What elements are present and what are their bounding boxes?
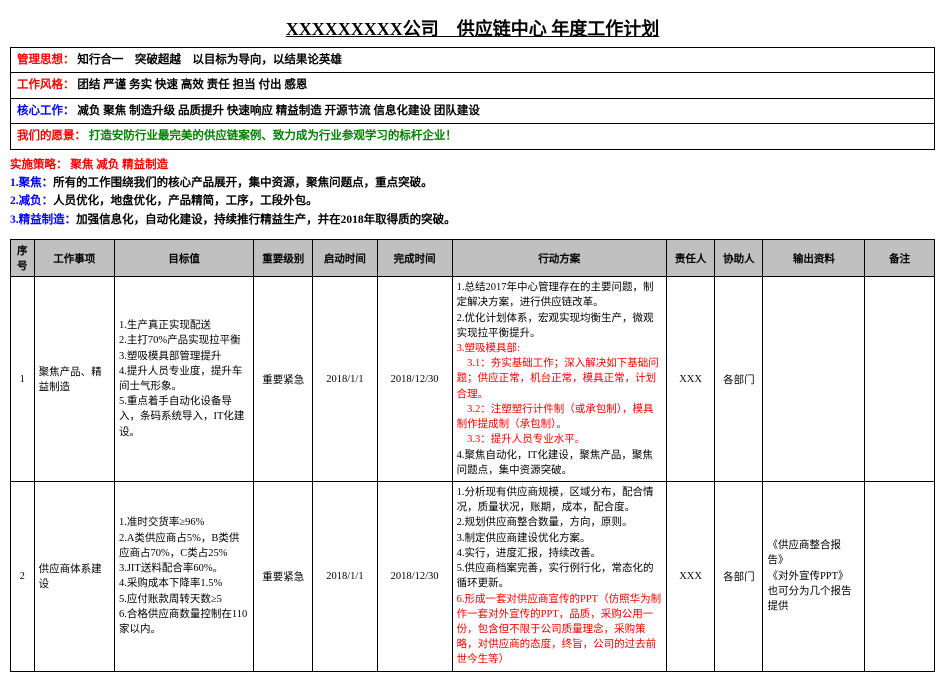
cell-end: 2018/12/30 — [377, 277, 452, 482]
cell-assist: 各部门 — [715, 277, 763, 482]
header-row-3: 核心工作： 减负 聚焦 制造升级 品质提升 快速响应 精益制造 开源节流 信息化… — [11, 99, 934, 124]
th-assist: 协助人 — [715, 240, 763, 277]
cell-plan: 1.总结2017年中心管理存在的主要问题，制定解决方案，进行供应链改革。2.优化… — [452, 277, 666, 482]
text-management: 知行合一 突破超越 以目标为导向，以结果论英雄 — [77, 54, 342, 66]
text-vision: 打造安防行业最完美的供应链案例、致力成为行业参观学习的标杆企业！ — [89, 130, 457, 142]
cell-note — [865, 481, 935, 671]
table-row: 1 聚焦产品、精益制造 1.生产真正实现配送2.主打70%产品实现拉平衡3.塑吸… — [11, 277, 935, 482]
text-core: 减负 聚焦 制造升级 品质提升 快速响应 精益制造 开源节流 信息化建设 团队建… — [77, 105, 480, 117]
cell-level: 重要紧急 — [254, 277, 313, 482]
th-start: 启动时间 — [313, 240, 377, 277]
table-row: 2 供应商体系建设 1.准时交货率≥96%2.A类供应商占5%，B类供应商占70… — [11, 481, 935, 671]
th-level: 重要级别 — [254, 240, 313, 277]
header-row-4: 我们的愿景： 打造安防行业最完美的供应链案例、致力成为行业参观学习的标杆企业！ — [11, 124, 934, 148]
cell-note — [865, 277, 935, 482]
plan-part-c: 4.聚焦自动化，IT化建设，聚焦产品，聚焦问题点，集中资源突破。 — [457, 450, 653, 476]
cell-item: 聚焦产品、精益制造 — [34, 277, 114, 482]
plan-part-a: 1.分析现有供应商规模，区域分布，配合情况，质量状况，账期，成本，配合度。2.规… — [457, 487, 654, 589]
th-seq: 序号 — [11, 240, 35, 277]
th-output: 输出资料 — [763, 240, 865, 277]
label-management: 管理思想： — [17, 54, 75, 66]
th-end: 完成时间 — [377, 240, 452, 277]
cell-plan: 1.分析现有供应商规模，区域分布，配合情况，质量状况，账期，成本，配合度。2.规… — [452, 481, 666, 671]
table-header-row: 序号 工作事项 目标值 重要级别 启动时间 完成时间 行动方案 责任人 协助人 … — [11, 240, 935, 277]
cell-assist: 各部门 — [715, 481, 763, 671]
label-core: 核心工作： — [17, 105, 75, 117]
cell-seq: 1 — [11, 277, 35, 482]
cell-target: 1.生产真正实现配送2.主打70%产品实现拉平衡3.塑吸模具部管理提升4.提升人… — [114, 277, 253, 482]
cell-start: 2018/1/1 — [313, 277, 377, 482]
strat-1-text: 所有的工作围绕我们的核心产品展开，集中资源，聚焦问题点，重点突破。 — [53, 177, 433, 189]
cell-output — [763, 277, 865, 482]
text-style: 团结 严谨 务实 快速 高效 责任 担当 付出 感恩 — [77, 79, 307, 91]
header-box: 管理思想： 知行合一 突破超越 以目标为导向，以结果论英雄 工作风格： 团结 严… — [10, 47, 935, 150]
plan-part-a: 1.总结2017年中心管理存在的主要问题，制定解决方案，进行供应链改革。2.优化… — [457, 282, 654, 339]
plan-part-b: 6.形成一套对供应商宣传的PPT（仿照华为制作一套对外宣传的PPT，品质，采购公… — [457, 594, 661, 666]
cell-start: 2018/1/1 — [313, 481, 377, 671]
strategy-block: 实施策略： 聚焦 减负 精益制造 1.聚焦：所有的工作围绕我们的核心产品展开，集… — [10, 156, 935, 230]
th-note: 备注 — [865, 240, 935, 277]
cell-output: 《供应商整合报告》《对外宣传PPT》也可分为几个报告提供 — [763, 481, 865, 671]
cell-level: 重要紧急 — [254, 481, 313, 671]
plan-part-b: 3.塑吸模具部: 3.1：夯实基础工作；深入解决如下基础问题；供应正常，机台正常… — [457, 343, 659, 445]
th-item: 工作事项 — [34, 240, 114, 277]
main-table: 序号 工作事项 目标值 重要级别 启动时间 完成时间 行动方案 责任人 协助人 … — [10, 239, 935, 671]
cell-target: 1.准时交货率≥96%2.A类供应商占5%，B类供应商占70%，C类占25%3.… — [114, 481, 253, 671]
strategy-label: 实施策略： — [10, 159, 68, 171]
label-vision: 我们的愿景： — [17, 130, 86, 142]
cell-seq: 2 — [11, 481, 35, 671]
header-row-2: 工作风格： 团结 严谨 务实 快速 高效 责任 担当 付出 感恩 — [11, 73, 934, 98]
page-title: XXXXXXXXX公司 供应链中心 年度工作计划 — [10, 15, 935, 41]
strategy-text: 聚焦 减负 精益制造 — [70, 159, 168, 171]
cell-owner: XXX — [666, 481, 714, 671]
label-style: 工作风格： — [17, 79, 75, 91]
cell-owner: XXX — [666, 277, 714, 482]
strat-1-label: 1.聚焦： — [10, 177, 53, 189]
cell-item: 供应商体系建设 — [34, 481, 114, 671]
strat-2-label: 2.减负： — [10, 195, 53, 207]
strat-3-label: 3.精益制造： — [10, 214, 76, 226]
th-owner: 责任人 — [666, 240, 714, 277]
th-plan: 行动方案 — [452, 240, 666, 277]
header-row-1: 管理思想： 知行合一 突破超越 以目标为导向，以结果论英雄 — [11, 48, 934, 73]
strat-2-text: 人员优化，地盘优化，产品精简，工序，工段外包。 — [53, 195, 318, 207]
strat-3-text: 加强信息化，自动化建设，持续推行精益生产，并在2018年取得质的突破。 — [76, 214, 456, 226]
th-target: 目标值 — [114, 240, 253, 277]
cell-end: 2018/12/30 — [377, 481, 452, 671]
